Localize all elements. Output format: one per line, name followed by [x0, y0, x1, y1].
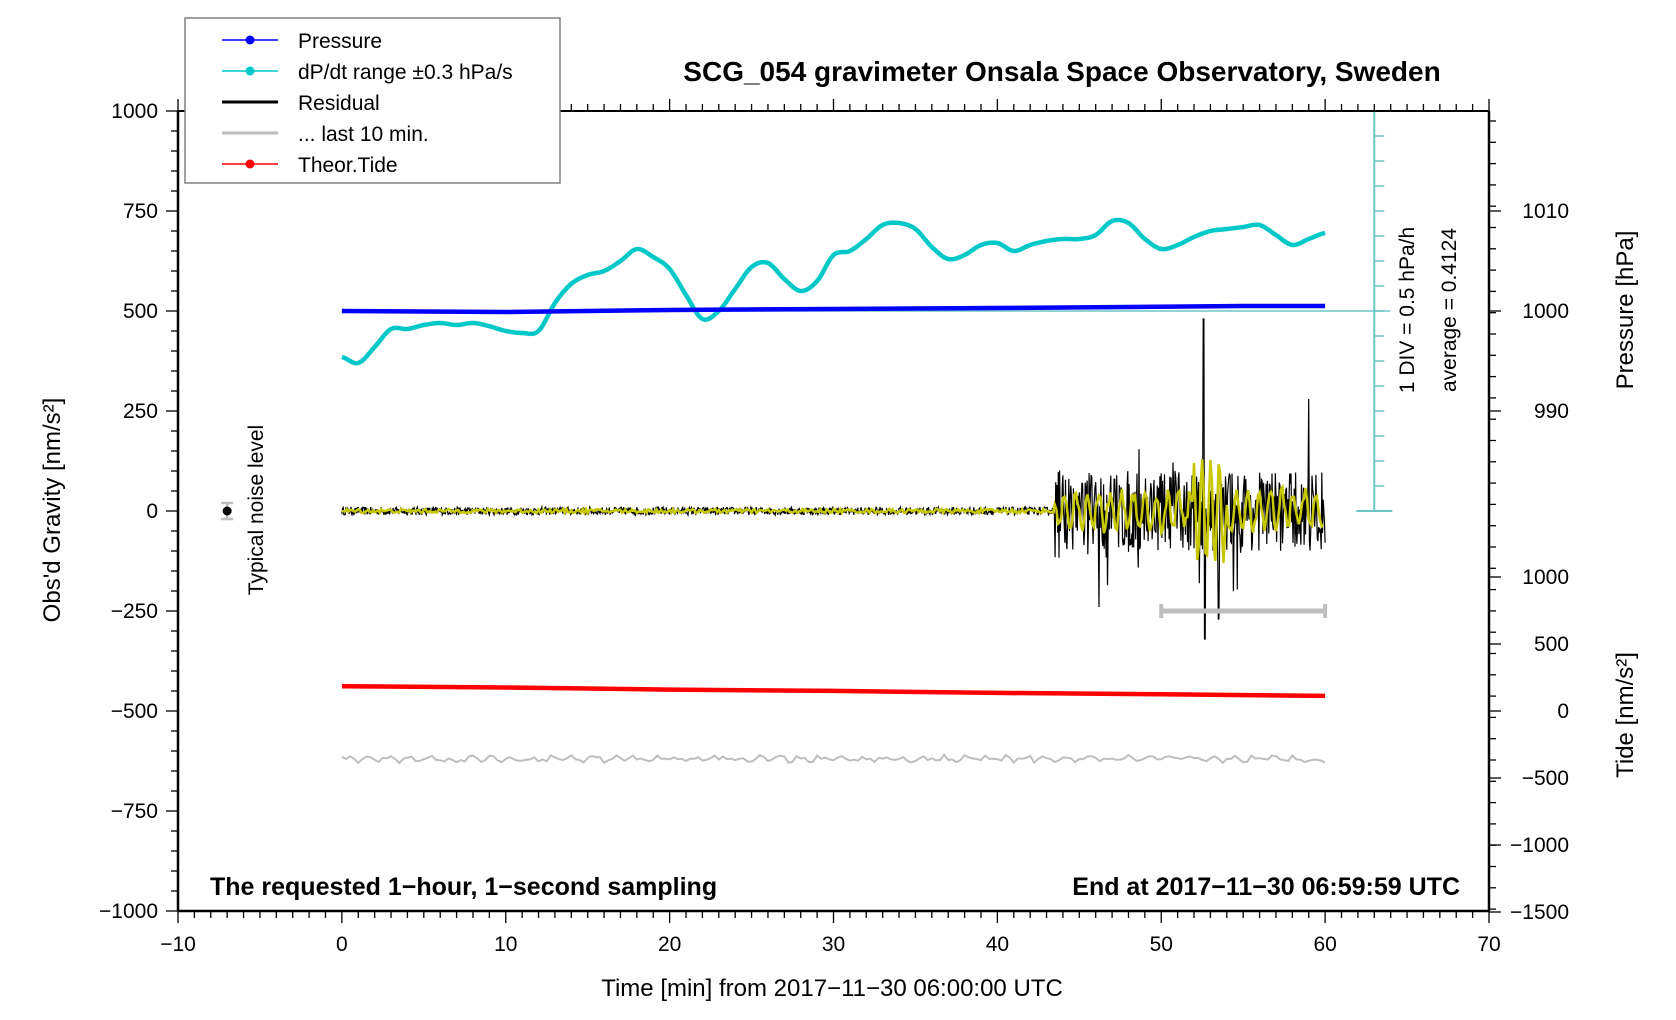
plot-layer — [221, 110, 1393, 765]
legend-label: Residual — [298, 92, 380, 115]
x-tick-label: 60 — [1313, 933, 1336, 956]
annotation-sampling: The requested 1−hour, 1−second sampling — [210, 873, 717, 901]
y-tick-label: 250 — [123, 400, 158, 423]
legend-marker — [245, 35, 255, 45]
series-pressure — [341, 303, 1326, 315]
legend: Pressure dP/dt range ±0.3 hPa/s Residual..… — [184, 17, 561, 184]
x-tick-label: 0 — [336, 933, 348, 956]
x-tick-label: 40 — [986, 933, 1009, 956]
dpdt-average-label: average = 0.4124 — [1438, 228, 1461, 392]
y-tick-label: −1000 — [99, 900, 158, 923]
legend-label: dP/dt range ±0.3 hPa/s — [298, 61, 513, 84]
x-tick-label: 10 — [494, 933, 517, 956]
tide-tick-label: −1500 — [1510, 901, 1569, 924]
series-residual — [341, 318, 1326, 640]
annotation-end-time: End at 2017−11−30 06:59:59 UTC — [1072, 873, 1460, 901]
x-tick-label: 70 — [1477, 933, 1500, 956]
x-tick-label: −10 — [160, 933, 196, 956]
tide-tick-label: −500 — [1522, 767, 1569, 790]
pressure-tick-label: 1010 — [1522, 200, 1569, 223]
x-tick-label: 50 — [1150, 933, 1173, 956]
tide-tick-label: 1000 — [1522, 566, 1569, 589]
y-tick-label: −250 — [111, 600, 158, 623]
y-axis-title-left: Obs'd Gravity [nm/s²] — [39, 398, 66, 623]
noise-marker-dot — [222, 506, 232, 516]
series-residual-filtered — [341, 459, 1325, 564]
series-dpdt — [341, 217, 1326, 366]
y-axis-title-pressure: Pressure [hPa] — [1612, 231, 1639, 390]
x-tick-label: 30 — [822, 933, 845, 956]
pressure-tick-label: 1000 — [1522, 300, 1569, 323]
legend-label: Pressure — [298, 30, 382, 53]
pressure-tick-label: 990 — [1534, 400, 1569, 423]
dpdt-scale-label: 1 DIV = 0.5 hPa/h — [1396, 227, 1419, 393]
y-tick-label: 500 — [123, 300, 158, 323]
tide-tick-label: 0 — [1557, 700, 1569, 723]
chart-title: SCG_054 gravimeter Onsala Space Observat… — [683, 56, 1440, 87]
x-tick-label: 20 — [658, 933, 681, 956]
legend-label: ... last 10 min. — [298, 123, 429, 146]
legend-label: Theor.Tide — [298, 154, 398, 177]
legend-marker — [245, 66, 255, 76]
y-tick-label: −500 — [111, 700, 158, 723]
tide-tick-label: 500 — [1534, 633, 1569, 656]
x-axis-title: Time [min] from 2017−11−30 06:00:00 UTC — [601, 975, 1063, 1002]
y-axis-title-tide: Tide [nm/s²] — [1612, 652, 1639, 778]
y-tick-label: 1000 — [111, 100, 158, 123]
noise-level-label: Typical noise level — [245, 425, 268, 595]
y-tick-label: −750 — [111, 800, 158, 823]
series-lower-noise — [341, 753, 1326, 765]
legend-marker — [245, 159, 255, 169]
series-tide — [341, 683, 1326, 699]
tide-tick-label: −1000 — [1510, 834, 1569, 857]
y-tick-label: 750 — [123, 200, 158, 223]
axes: −10 0 10 20 30 40 50 60 70 1000 750 500 250 0 −250 −500… — [99, 99, 1569, 956]
y-tick-label: 0 — [146, 500, 158, 523]
